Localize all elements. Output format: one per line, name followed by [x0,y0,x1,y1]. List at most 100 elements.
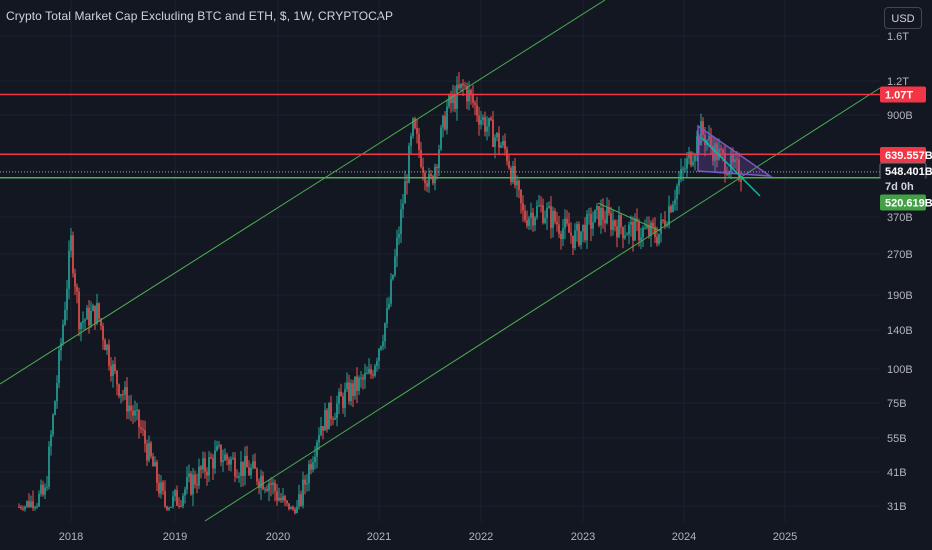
x-tick-label: 2023 [571,531,595,543]
candle [242,461,244,487]
candle-body [344,389,346,408]
candle [212,453,214,481]
candle-body [508,161,510,169]
candle [472,85,474,108]
candle [476,96,478,123]
candle [508,154,510,170]
candle-body [656,236,658,244]
candle-body [230,458,232,465]
candle [546,202,548,230]
candle-body [376,360,378,366]
candle-body [516,180,518,186]
candle [568,212,570,233]
candle [310,459,312,475]
candle-body [114,364,116,371]
candle-body [616,226,618,238]
candle-body [118,384,120,397]
candle-body [468,90,470,102]
candle [158,474,160,498]
candle [562,218,564,246]
candle [420,141,422,169]
candle-body [40,484,42,494]
candle [234,452,236,483]
candle-body [556,221,558,225]
candle-body [460,83,462,89]
candle-body [58,350,60,384]
candle [456,76,458,121]
candle-body [102,326,104,341]
candle-body [190,473,192,495]
candle-body [536,206,538,218]
candle-body [432,176,434,184]
candle [572,235,574,255]
candle-body [68,250,70,289]
candle [454,85,456,113]
candle [50,430,52,456]
candle-body [30,501,32,508]
candle-body [438,149,440,169]
candle-body [674,199,676,205]
candle-body [26,501,28,507]
candle-body [680,169,682,180]
candle [480,110,482,130]
price-label-bg [880,178,926,194]
candle [164,480,166,509]
candle [688,146,690,165]
candle-body [140,427,142,429]
candle [620,213,622,235]
candle [558,215,560,238]
candle [448,93,450,109]
candle-body [384,323,386,342]
candle-body [586,214,588,241]
candle [150,440,152,459]
price-label-bg [880,194,926,211]
candle-body [244,456,246,476]
candle [694,152,696,171]
candle [250,463,252,479]
candle [284,494,286,507]
candle [168,506,170,512]
candle-body [600,207,602,226]
candle [92,303,94,312]
candle-body [558,224,560,234]
candle-body [618,215,620,238]
candle-body [86,307,88,320]
candle-body [410,136,412,146]
candle-body [20,507,22,509]
candle [136,403,138,421]
candle [612,210,614,236]
candle-body [338,391,340,404]
y-tick-label: 140B [887,325,913,337]
candle-body [740,178,742,182]
candle-body [60,342,62,351]
candle-body [646,225,648,228]
candle-body [518,180,520,190]
candle [708,125,710,148]
candle-body [50,434,52,447]
candle-body [164,490,166,507]
candle [74,268,76,295]
y-tick-label: 370B [887,212,913,224]
candle-body [262,475,264,490]
x-tick-label: 2022 [469,531,493,543]
candle-body [620,215,622,228]
candle [120,393,122,404]
candle [94,305,96,330]
candle [516,175,518,198]
candle-body [380,346,382,350]
candle-body [158,482,160,494]
candle-body [574,230,576,249]
candle-body [122,394,124,396]
candle-body [434,166,436,184]
candle-body [220,444,222,463]
currency-button[interactable]: USD [884,7,922,29]
candle-body [564,218,566,229]
y-tick-label: 41B [887,467,907,479]
candle-body [510,168,512,183]
candle-body [162,482,164,491]
candle-body [392,274,394,280]
y-tick-label: 270B [887,249,913,261]
candle-body [426,183,428,187]
candle [424,170,426,191]
